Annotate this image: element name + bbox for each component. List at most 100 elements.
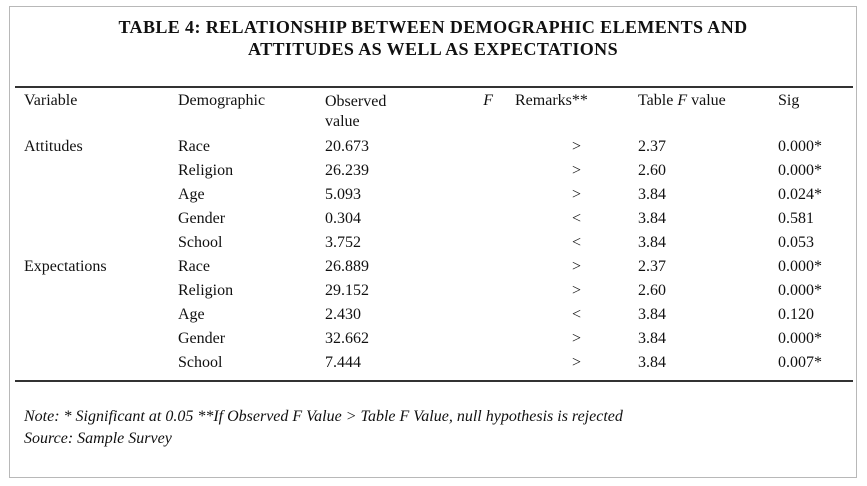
cell-table-f: 3.84	[638, 330, 666, 347]
cell-table-f: 2.60	[638, 162, 666, 179]
cell-f	[453, 162, 515, 186]
cell-sig: 0.120	[778, 306, 814, 323]
cell-demographic: Religion	[178, 282, 234, 299]
header-table-f-value: Table F value	[638, 92, 778, 138]
table-row: Age 2.430 < 3.84 0.120	[24, 306, 858, 330]
cell-demographic: School	[178, 234, 223, 251]
cell-f	[453, 306, 515, 330]
title-line-2: ATTITUDES AS WELL AS EXPECTATIONS	[248, 39, 618, 59]
cell-table-f: 3.84	[638, 210, 666, 227]
cell-demographic: Age	[178, 186, 205, 203]
cell-f	[453, 282, 515, 306]
cell-variable	[24, 282, 178, 306]
title-line-1: TABLE 4: RELATIONSHIP BETWEEN DEMOGRAPHI…	[118, 17, 748, 37]
cell-f	[453, 354, 515, 378]
cell-f	[453, 186, 515, 210]
cell-remark: <	[571, 234, 582, 251]
table-row: Gender 0.304 < 3.84 0.581	[24, 210, 858, 234]
cell-observed: 3.752	[325, 234, 361, 251]
cell-variable	[24, 354, 178, 378]
cell-demographic: Race	[178, 258, 210, 275]
cell-sig: 0.000*	[778, 258, 822, 275]
cell-observed: 20.673	[325, 138, 369, 155]
cell-remark: <	[571, 210, 582, 227]
table-header: Variable Demographic Observed value F Re…	[24, 92, 858, 138]
data-table: Variable Demographic Observed value F Re…	[24, 92, 858, 378]
cell-table-f: 3.84	[638, 234, 666, 251]
cell-remark: <	[571, 306, 582, 323]
cell-demographic: Race	[178, 138, 210, 155]
cell-remark: >	[571, 258, 582, 275]
cell-variable	[24, 162, 178, 186]
table-row: Gender 32.662 > 3.84 0.000*	[24, 330, 858, 354]
cell-remark: >	[571, 354, 582, 371]
cell-f	[453, 234, 515, 258]
cell-observed: 0.304	[325, 210, 361, 227]
cell-variable	[24, 186, 178, 210]
header-row: Variable Demographic Observed value F Re…	[24, 92, 858, 138]
table-row: Attitudes Race 20.673 > 2.37 0.000*	[24, 138, 858, 162]
header-table-f-suffix: value	[687, 92, 726, 109]
header-observed-line2: value	[325, 113, 360, 130]
cell-sig: 0.000*	[778, 330, 822, 347]
cell-table-f: 3.84	[638, 354, 666, 371]
cell-f	[453, 258, 515, 282]
table-frame	[9, 6, 857, 478]
cell-variable	[24, 306, 178, 330]
note-significance: Note: * Significant at 0.05 **If Observe…	[24, 408, 623, 425]
cell-table-f: 2.37	[638, 258, 666, 275]
cell-sig: 0.053	[778, 234, 814, 251]
header-observed-line1: Observed	[325, 93, 387, 110]
cell-sig: 0.024*	[778, 186, 822, 203]
cell-table-f: 3.84	[638, 186, 666, 203]
table-row: School 3.752 < 3.84 0.053	[24, 234, 858, 258]
header-variable: Variable	[24, 92, 78, 109]
cell-demographic: Age	[178, 306, 205, 323]
cell-variable	[24, 234, 178, 258]
cell-observed: 29.152	[325, 282, 369, 299]
cell-sig: 0.000*	[778, 162, 822, 179]
cell-table-f: 2.37	[638, 138, 666, 155]
header-demographic: Demographic	[178, 92, 266, 109]
cell-remark: >	[571, 138, 582, 155]
cell-table-f: 2.60	[638, 282, 666, 299]
cell-sig: 0.000*	[778, 282, 822, 299]
cell-observed: 26.239	[325, 162, 369, 179]
cell-remark: >	[571, 186, 582, 203]
cell-variable: Expectations	[24, 258, 107, 275]
cell-observed: 7.444	[325, 354, 361, 371]
cell-observed: 32.662	[325, 330, 369, 347]
table-row: School 7.444 > 3.84 0.007*	[24, 354, 858, 378]
table-row: Expectations Race 26.889 > 2.37 0.000*	[24, 258, 858, 282]
note-source: Source: Sample Survey	[24, 430, 172, 447]
bottom-rule	[15, 380, 853, 382]
table-row: Religion 26.239 > 2.60 0.000*	[24, 162, 858, 186]
table-row: Age 5.093 > 3.84 0.024*	[24, 186, 858, 210]
header-sig: Sig	[778, 92, 800, 109]
cell-demographic: Religion	[178, 162, 234, 179]
cell-demographic: Gender	[178, 210, 226, 227]
cell-remark: >	[571, 162, 582, 179]
cell-sig: 0.000*	[778, 138, 822, 155]
cell-remark: >	[571, 330, 582, 347]
cell-f	[453, 138, 515, 162]
cell-observed: 2.430	[325, 306, 361, 323]
cell-remark: >	[571, 282, 582, 299]
header-table-f-prefix: Table	[638, 92, 678, 109]
table-note: Note: * Significant at 0.05 **If Observe…	[24, 406, 623, 450]
cell-demographic: School	[178, 354, 223, 371]
header-table-f-italic: F	[677, 92, 688, 109]
cell-demographic: Gender	[178, 330, 226, 347]
cell-table-f: 3.84	[638, 306, 666, 323]
top-rule	[15, 86, 853, 88]
cell-sig: 0.581	[778, 210, 814, 227]
cell-variable: Attitudes	[24, 138, 83, 155]
header-observed-value: Observed value	[325, 92, 453, 138]
header-f: F	[483, 92, 493, 109]
cell-f	[453, 210, 515, 234]
cell-f	[453, 330, 515, 354]
table-title: TABLE 4: RELATIONSHIP BETWEEN DEMOGRAPHI…	[9, 16, 857, 60]
cell-variable	[24, 330, 178, 354]
cell-sig: 0.007*	[778, 354, 822, 371]
table-row: Religion 29.152 > 2.60 0.000*	[24, 282, 858, 306]
